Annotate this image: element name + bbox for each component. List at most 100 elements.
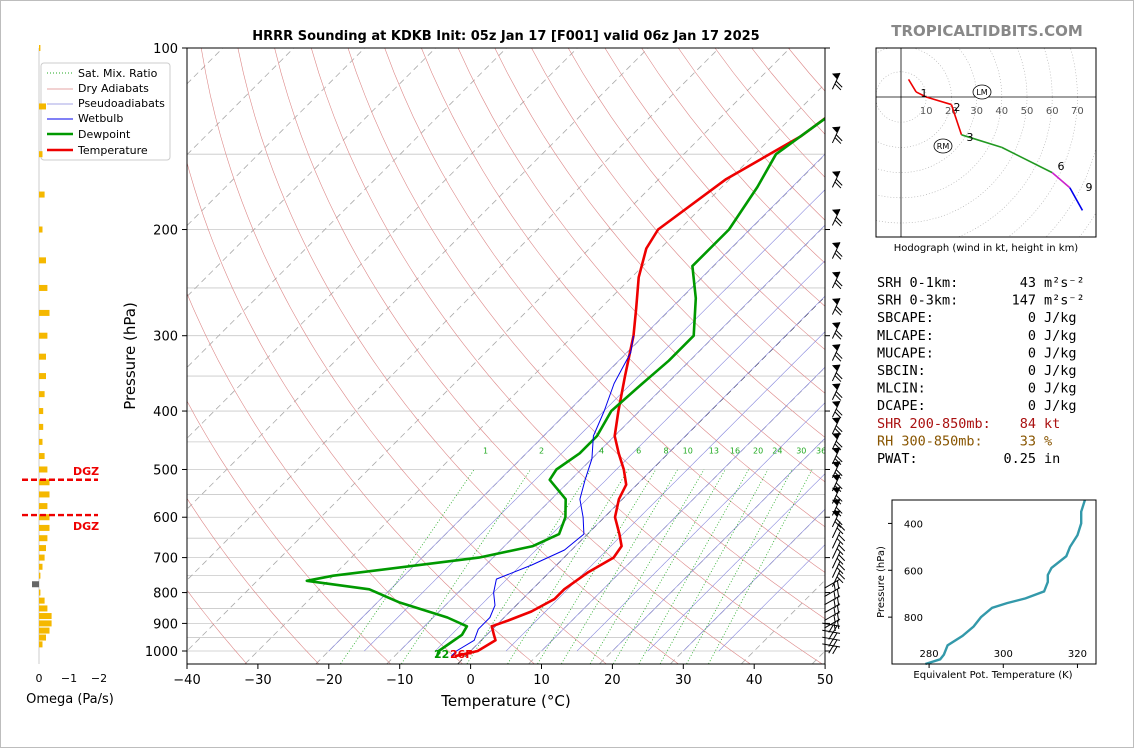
barb-staff: [831, 271, 841, 289]
omega-bar: [32, 581, 39, 588]
stat-value: 43: [1020, 275, 1036, 291]
barb-staff: [831, 322, 841, 339]
barb-staff: [831, 531, 841, 549]
barb-flag: [836, 557, 844, 565]
omega-bar: [39, 408, 44, 415]
x-tick-label: 10: [533, 673, 550, 688]
hodo-ring-label: 60: [1046, 106, 1059, 117]
hodo-ring-label: 50: [1021, 106, 1034, 117]
barb-pennant: [831, 364, 840, 371]
y-tick-label: 900: [153, 617, 178, 632]
barb-pennant: [831, 474, 840, 482]
x-tick-label: −20: [315, 673, 342, 688]
theta-e-curve: [925, 499, 1087, 666]
mixing-ratio-label: 1: [483, 446, 488, 455]
pseudoadiabat: [612, 437, 825, 652]
stat-unit: in: [1044, 451, 1060, 467]
y-axis-label: Pressure (hPa): [121, 302, 139, 410]
isotherm-line: [187, 48, 507, 368]
mixing-ratio-label: 4: [599, 446, 604, 455]
wind-barb: [831, 344, 843, 362]
hodo-ring-label: 70: [1071, 106, 1084, 117]
barb-flag: [834, 393, 842, 401]
barb-flag: [832, 646, 838, 655]
barb-flag: [836, 580, 840, 590]
stat-unit: m²s⁻²: [1044, 275, 1085, 291]
barb-flag: [835, 134, 843, 142]
barb-flag: [835, 391, 843, 399]
stat-value: 0: [1028, 328, 1036, 344]
y-tick-label: 600: [153, 511, 178, 526]
stat-value: 33: [1020, 433, 1036, 449]
skewt-plot-area: [186, 47, 826, 665]
theta-e-ylabel: Pressure (hPa): [876, 546, 887, 618]
omega-bar: [39, 627, 50, 634]
site-brand: TROPICALTIDBITS.COM: [891, 22, 1083, 40]
barb-staff: [831, 561, 841, 578]
dry-adiabat: [384, 48, 825, 573]
dry-adiabat: [200, 48, 607, 664]
stat-label: SRH 0-3km:: [877, 293, 958, 309]
stat-value: 147: [1012, 293, 1036, 309]
barb-staff: [822, 643, 841, 648]
pseudoadiabat: [647, 473, 825, 652]
omega-bar: [39, 563, 43, 570]
barb-flag: [835, 330, 843, 337]
barb-flag: [834, 375, 842, 382]
barb-staff: [822, 622, 841, 627]
mixing-ratio-line: [613, 469, 726, 664]
barb-flag: [834, 83, 842, 91]
omega-bar: [39, 514, 50, 521]
stat-label: MUCAPE:: [877, 345, 934, 361]
barb-flag: [838, 554, 846, 562]
legend-temperature: Temperature: [77, 144, 148, 157]
omega-bar: [39, 535, 48, 542]
omega-bar: [39, 641, 43, 648]
wind-barb: [831, 170, 843, 189]
omega-bar: [39, 391, 45, 398]
pseudoadiabat: [541, 366, 825, 652]
barb-pennant: [831, 447, 840, 454]
wind-barb: [831, 521, 846, 539]
stat-label: SBCAPE:: [877, 310, 934, 326]
barb-flag: [835, 352, 843, 359]
wind-barb: [831, 126, 843, 144]
stat-label: SBCIN:: [877, 363, 926, 379]
dry-adiabat: [311, 48, 823, 664]
omega-bar: [39, 438, 43, 445]
omega-bar: [39, 257, 46, 264]
wind-barb: [831, 510, 843, 528]
barb-pennant: [831, 344, 840, 351]
barb-staff: [831, 72, 841, 90]
omega-bar: [39, 620, 52, 627]
hodo-segment: [950, 104, 963, 136]
pseudoadiabat: [364, 189, 825, 652]
hodo-segment: [961, 134, 1003, 149]
barb-staff: [824, 578, 841, 589]
hodo-storm-marker: [933, 138, 953, 154]
omega-bar: [39, 491, 50, 498]
barb-flag: [835, 482, 843, 490]
stat-value: 0: [1028, 381, 1036, 397]
mixing-ratio-label: 16: [730, 446, 740, 455]
hodo-ring-label: 20: [945, 106, 958, 117]
isotherm-line: [244, 83, 825, 664]
barb-flag: [835, 216, 843, 224]
mixing-ratio-label: 13: [709, 446, 719, 455]
omega-bar: [39, 572, 41, 579]
mixing-ratio-label: 6: [636, 446, 641, 455]
omega-bar: [39, 453, 45, 460]
dry-adiabat: [187, 161, 535, 664]
y-tick-label: 300: [153, 330, 178, 345]
omega-bar: [39, 554, 45, 561]
legend-wetbulb: Wetbulb: [78, 112, 123, 125]
y-tick-label: 100: [153, 42, 178, 57]
x-tick-label: −30: [244, 673, 271, 688]
x-tick-label: 40: [746, 673, 763, 688]
chart-title: HRRR Sounding at KDKB Init: 05z Jan 17 […: [252, 29, 759, 44]
wind-barb: [831, 400, 843, 419]
omega-bar: [39, 545, 46, 552]
x-tick-label: 20: [604, 673, 621, 688]
stat-unit: J/kg: [1044, 328, 1077, 344]
barb-staff: [831, 432, 841, 450]
